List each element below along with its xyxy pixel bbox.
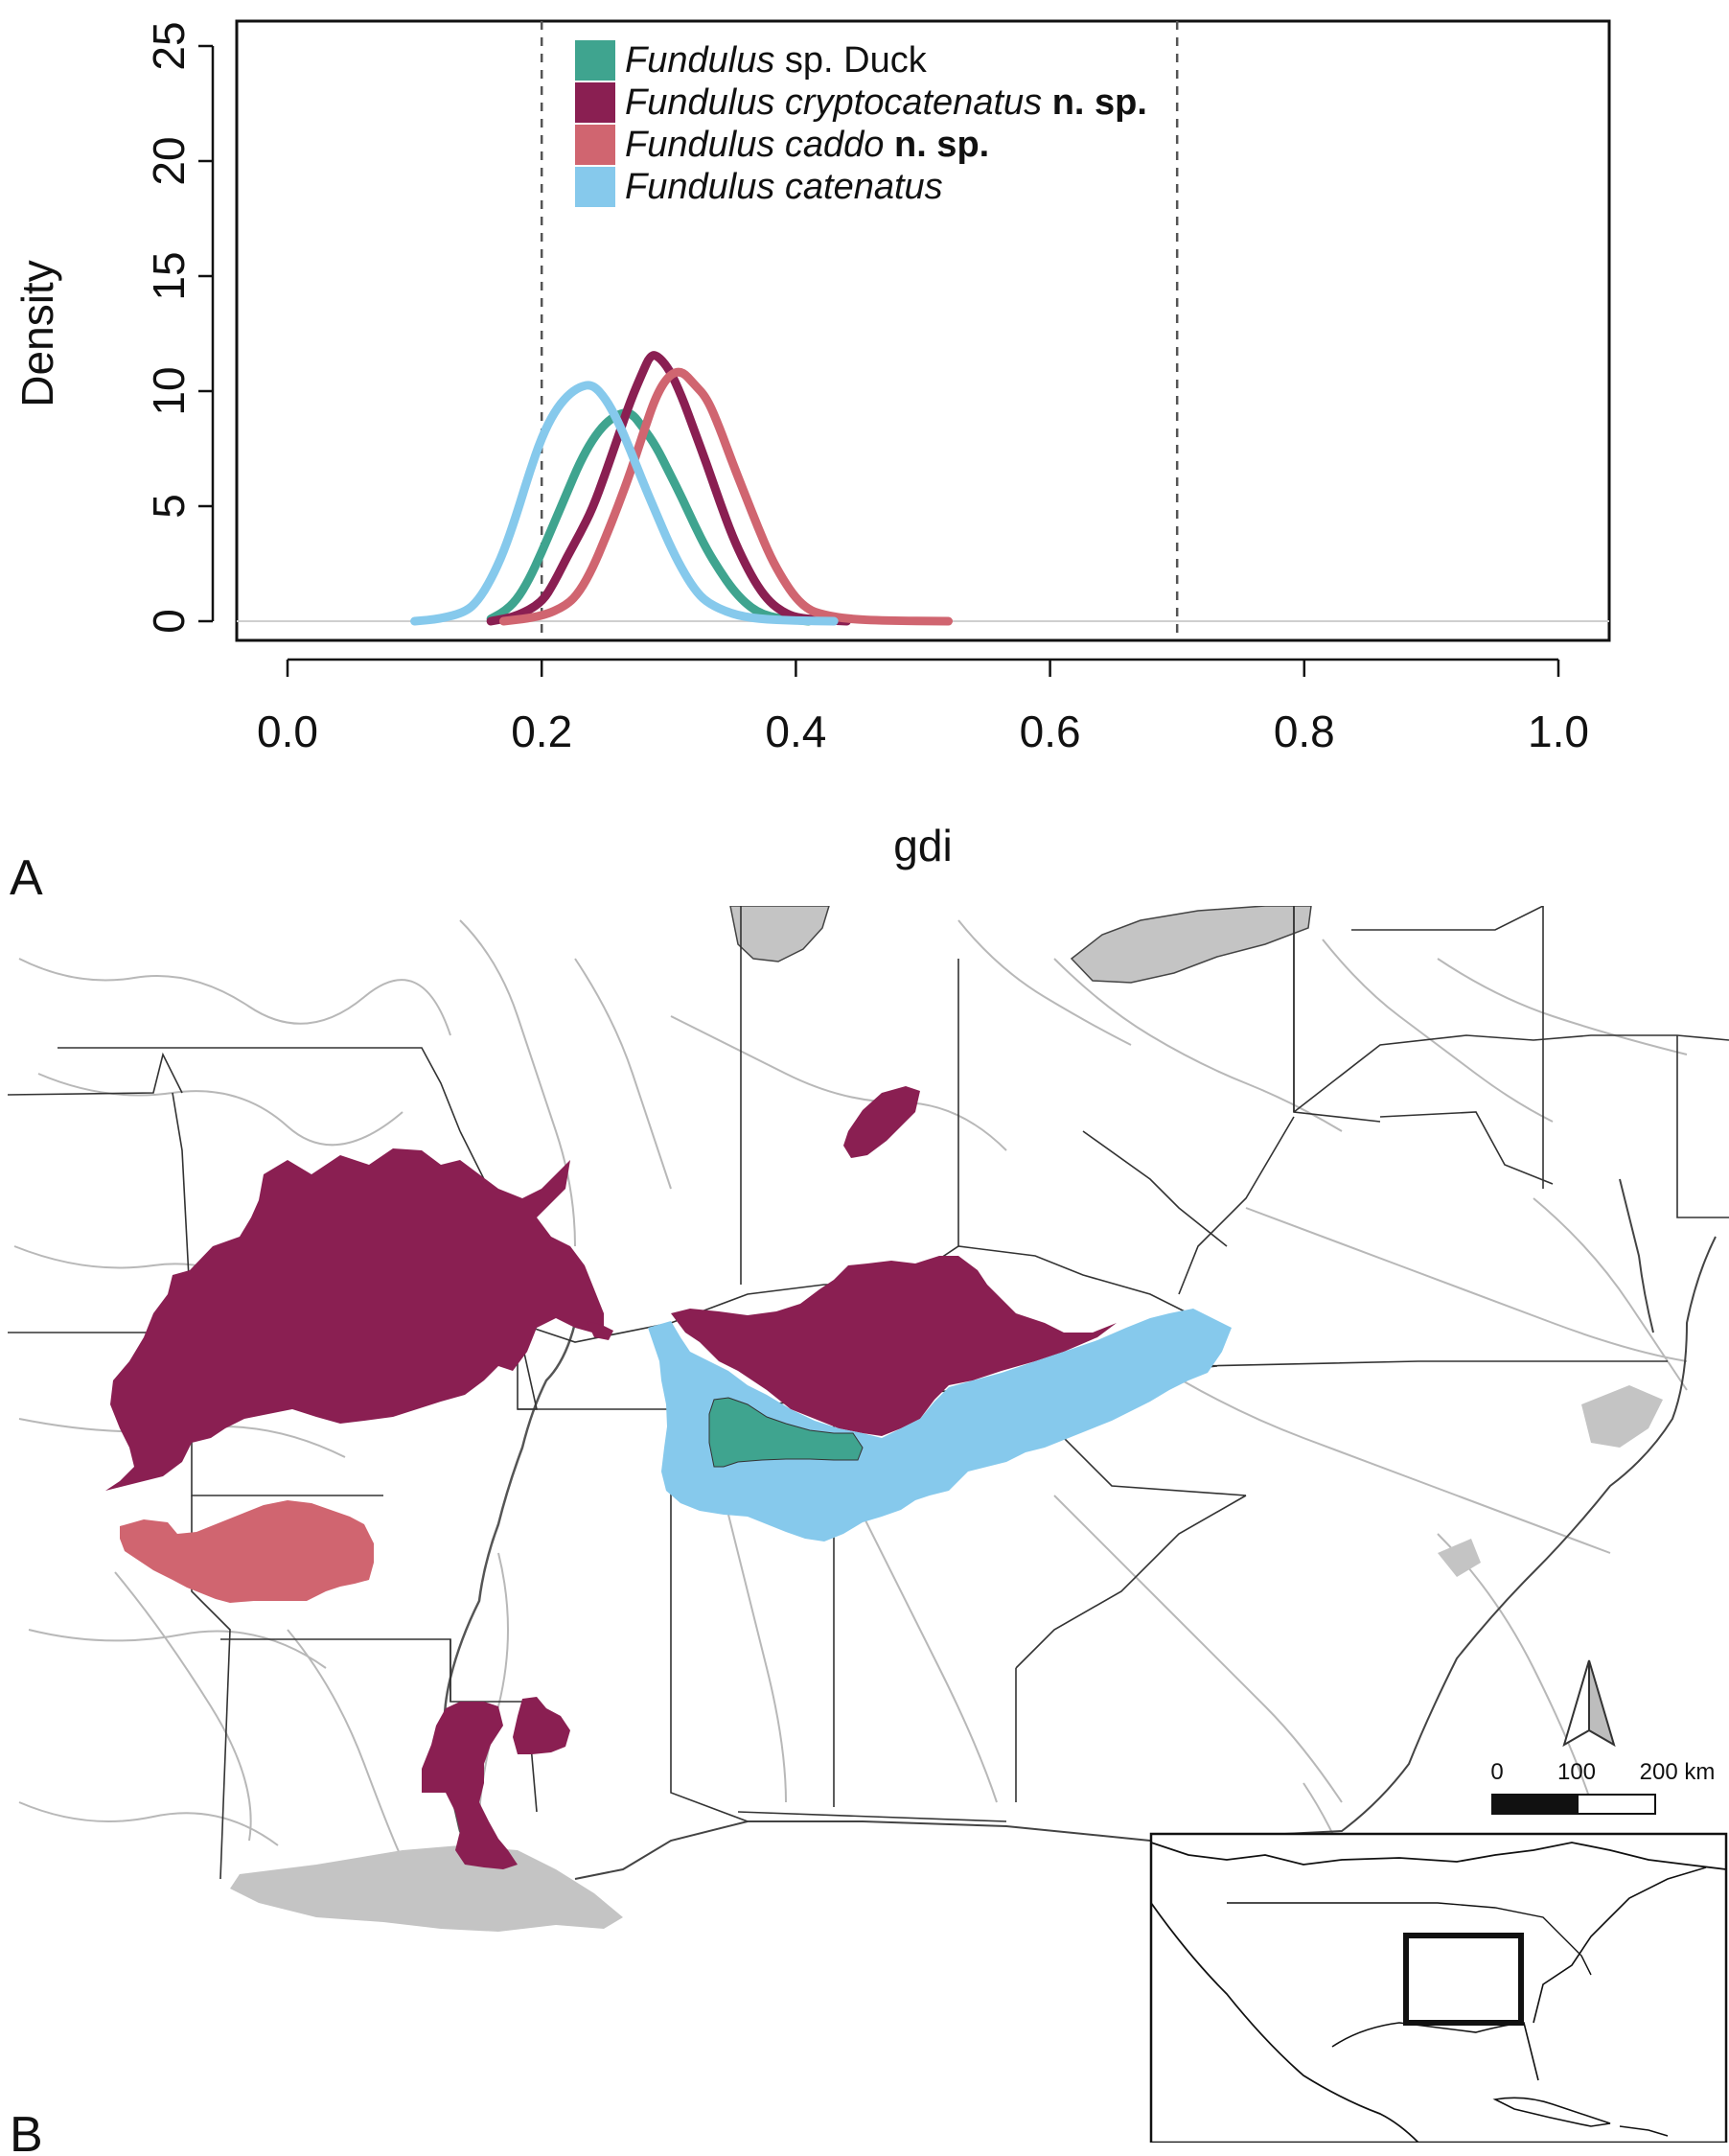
legend-label-part: Fundulus caddo (625, 125, 884, 165)
range-cryptocatenatus-louisiana-east (513, 1697, 570, 1754)
inset-cuba (1492, 2097, 1611, 2127)
range-caddo (120, 1500, 374, 1603)
range-cryptocatenatus-ozark (105, 1148, 604, 1491)
legend-swatch-3 (575, 167, 615, 207)
scale-bar: 0 100 200 km (1490, 1759, 1716, 1815)
density-plot-panel: 0 5 10 15 20 25 0.0 0.2 0.4 0.6 0.8 1.0 Fundulus s… (12, 19, 1611, 870)
x-axis: 0.0 0.2 0.4 0.6 0.8 1.0 (257, 658, 1589, 756)
inset-east-coast (1533, 1866, 1707, 2024)
range-cryptocatenatus-indiana (843, 1086, 920, 1158)
legend-label-part: Fundulus catenatus (625, 167, 943, 207)
inset-coast (1150, 1902, 1419, 2143)
x-tick-label: 0.4 (765, 707, 826, 756)
scale-label-0: 0 (1490, 1759, 1503, 1785)
range-duck (708, 1397, 864, 1468)
series-line-2 (498, 367, 954, 626)
y-tick-label: 15 (144, 251, 194, 300)
gulf-coast-water (230, 1845, 623, 1932)
chesapeake-bay (1619, 1178, 1654, 1333)
range-cryptocatenatus-ozark-tip (587, 1321, 613, 1340)
legend-swatch-2 (575, 125, 615, 165)
x-tick-label: 0.0 (257, 707, 318, 756)
range-cryptocatenatus-green-cumberland (671, 1256, 1117, 1436)
legend-label-part: Fundulus cryptocatenatus (625, 82, 1042, 123)
legend-swatch-1 (575, 82, 615, 123)
scale-label-200: 200 km (1640, 1759, 1716, 1785)
x-tick-label: 0.6 (1020, 707, 1081, 756)
scale-label-100: 100 (1557, 1759, 1596, 1785)
y-axis-title: Density (12, 260, 62, 406)
density-curves (410, 351, 954, 626)
series-line-1 (486, 351, 851, 626)
coastline (574, 1236, 1717, 1880)
panel-label-b: B (10, 2107, 43, 2156)
legend-label-part: Fundulus (625, 40, 774, 81)
legend-label-3: Fundulus catenatus (625, 167, 943, 207)
river-network (13, 919, 1688, 2014)
x-tick-label: 0.8 (1274, 707, 1335, 756)
inset-caribbean (1619, 2125, 1669, 2137)
legend-label-1: Fundulus cryptocatenatus n. sp. (625, 82, 1147, 123)
y-axis: 0 5 10 15 20 25 (144, 21, 215, 634)
legend-label-0: Fundulus sp. Duck (625, 40, 928, 81)
x-tick-label: 0.2 (511, 707, 572, 756)
inset-study-area-box (1403, 1933, 1524, 2026)
lake-erie (1070, 906, 1312, 984)
north-arrow-icon (1562, 1659, 1616, 1748)
x-axis-title: gdi (893, 821, 952, 870)
plot-frame (235, 19, 1611, 642)
y-tick-label: 10 (144, 366, 194, 415)
legend-swatch-0 (575, 40, 615, 81)
y-tick-label: 5 (144, 494, 194, 519)
inset-us-border (1227, 1902, 1592, 1976)
pamlico-sound (1581, 1385, 1663, 1448)
distribution-map-panel: 0 100 200 km (8, 906, 1729, 2143)
y-tick-label: 20 (144, 136, 194, 185)
coastal-water-se (1438, 1539, 1481, 1577)
y-tick-label: 0 (144, 609, 194, 634)
series-line-3 (410, 381, 839, 626)
panel-label-a: A (10, 850, 43, 906)
reference-lines (540, 21, 1179, 640)
legend-label-part: n. sp. (884, 125, 989, 165)
legend-label-part: n. sp. (1042, 82, 1147, 123)
y-tick-label: 25 (144, 21, 194, 70)
range-catenatus (648, 1309, 1232, 1542)
legend-label-2: Fundulus caddo n. sp. (625, 125, 989, 165)
x-tick-label: 1.0 (1528, 707, 1589, 756)
inset-north-america (1150, 1842, 1727, 1870)
inset-locator-map (1149, 1832, 1728, 2143)
legend-label-part: sp. Duck (774, 40, 927, 81)
range-cryptocatenatus-louisiana-west (422, 1702, 518, 1869)
